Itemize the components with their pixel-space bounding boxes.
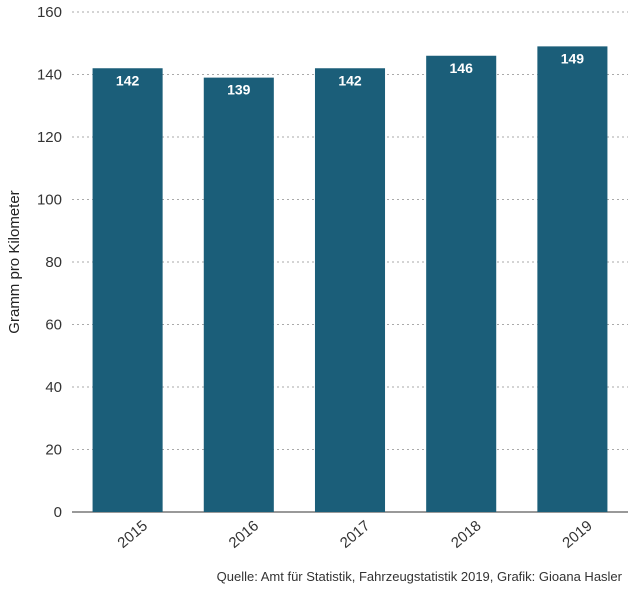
bar-2018	[426, 55, 497, 512]
y-tick-label: 20	[45, 442, 62, 459]
y-tick-label: 100	[37, 192, 62, 209]
y-tick-label: 120	[37, 129, 62, 146]
data-label: 142	[116, 72, 140, 88]
data-label: 149	[561, 50, 585, 66]
data-label: 142	[338, 72, 362, 88]
x-tick-label: 2016	[226, 517, 262, 551]
y-tick-label: 140	[37, 67, 62, 84]
data-label: 146	[450, 60, 474, 76]
bar-2016	[203, 77, 274, 512]
x-tick-label: 2017	[337, 517, 373, 551]
y-tick-label: 80	[45, 254, 62, 271]
bar-2019	[537, 46, 608, 512]
y-tick-label: 60	[45, 317, 62, 334]
y-tick-label: 0	[54, 504, 62, 521]
bar-2017	[314, 68, 386, 512]
source-caption: Quelle: Amt für Statistik, Fahrzeugstati…	[216, 569, 622, 584]
y-axis-label: Gramm pro Kilometer	[6, 190, 23, 333]
x-tick-label: 2015	[114, 517, 150, 551]
data-label: 139	[227, 82, 251, 98]
x-tick-label: 2018	[448, 517, 484, 551]
y-tick-label: 40	[45, 379, 62, 396]
x-tick-label: 2019	[559, 517, 595, 551]
bar-2015	[92, 68, 163, 512]
y-tick-label: 160	[37, 4, 62, 21]
